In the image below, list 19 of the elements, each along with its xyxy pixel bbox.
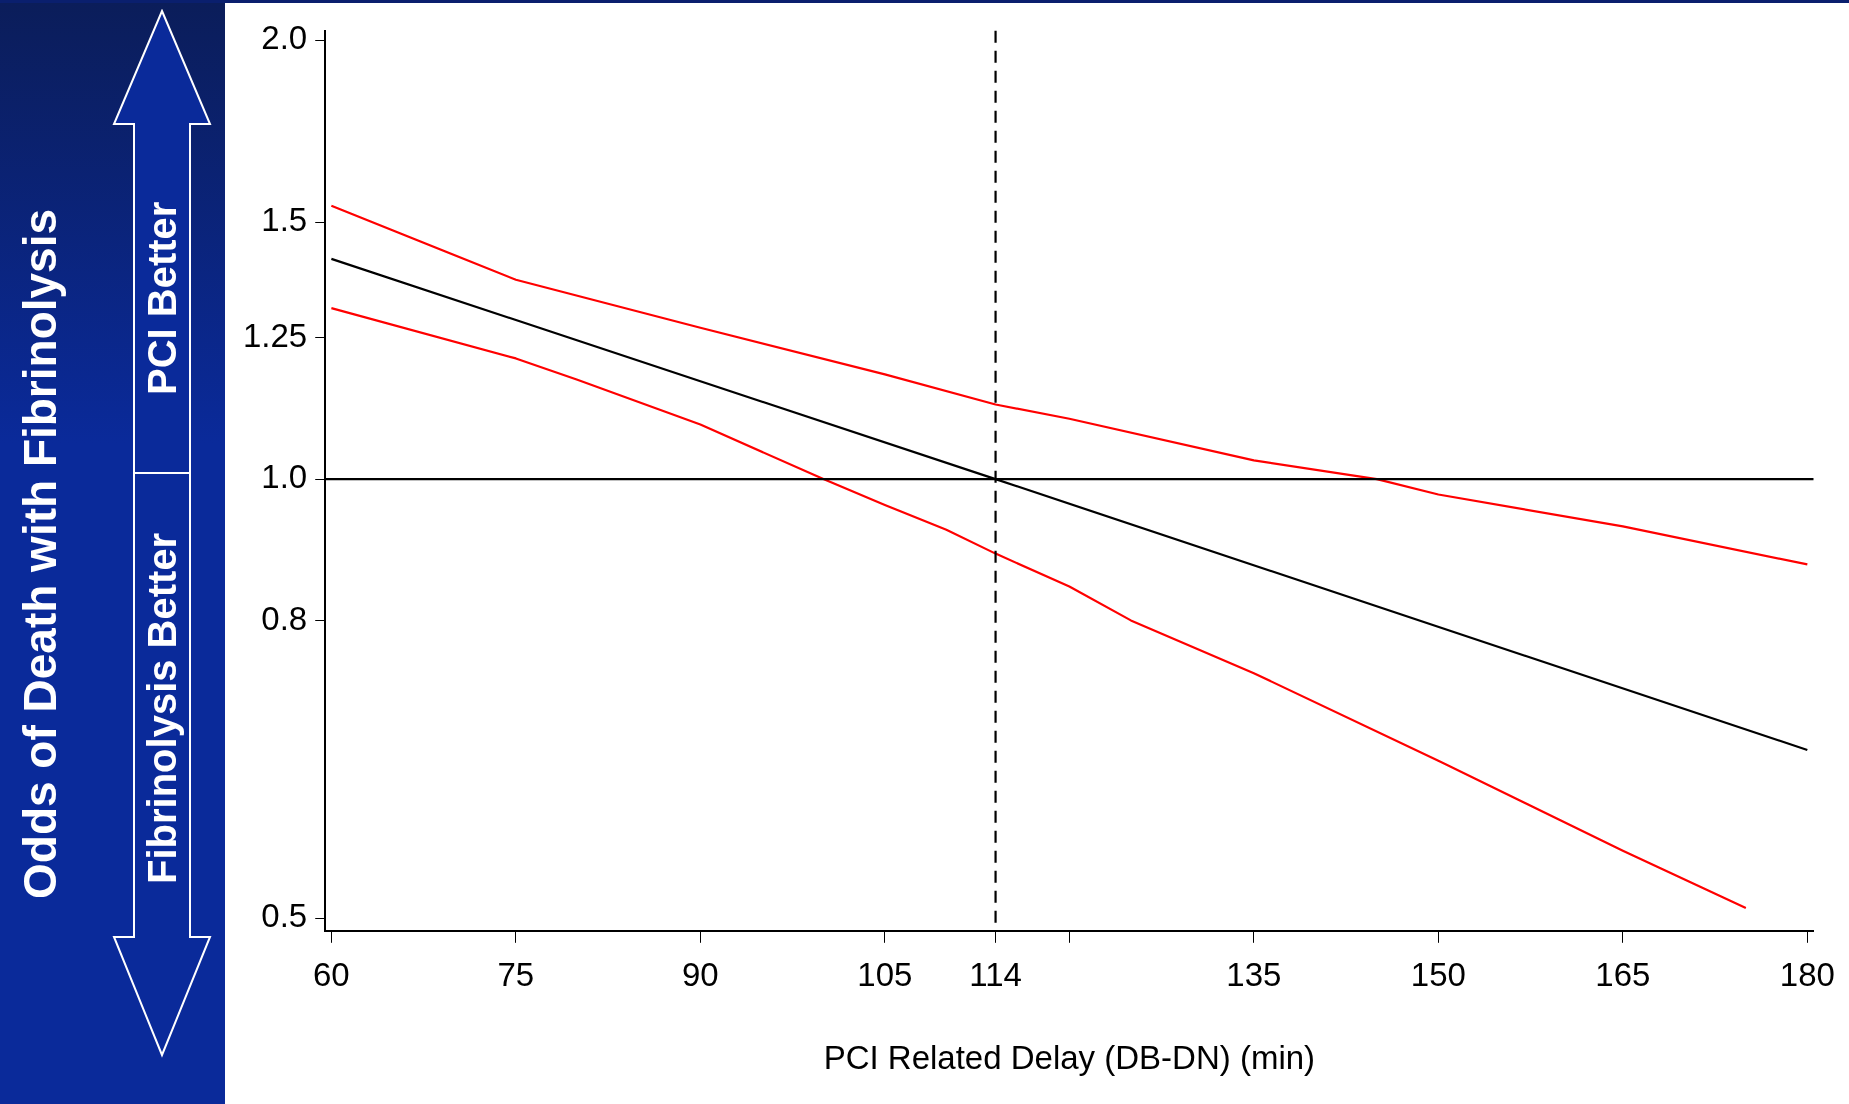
- text: PCI Better: [138, 200, 185, 397]
- x-tick-label: 180: [1779, 955, 1835, 993]
- x-tick-label: 105: [857, 955, 913, 993]
- y-tick-label: 1.0: [261, 458, 308, 496]
- x-tick-label: 150: [1410, 955, 1466, 993]
- y-tick-label: 1.25: [242, 316, 308, 354]
- x-tick-label: 135: [1226, 955, 1282, 993]
- x-tick-label: 60: [313, 955, 350, 993]
- y-tick-label: 1.5: [261, 201, 308, 239]
- y-tick-label: 2.0: [261, 19, 308, 57]
- y-tick-label: 0.8: [261, 599, 308, 637]
- text: Fibrinolysis Better: [138, 531, 185, 886]
- x-axis-title: PCI Related Delay (DB-DN) (min): [823, 1039, 1316, 1077]
- x-tick-label: 90: [682, 955, 719, 993]
- y-axis-title: Odds of Death with Fibrinolysis: [13, 207, 67, 901]
- x-tick-label: 114: [969, 955, 1022, 993]
- y-tick-label: 0.5: [261, 897, 308, 935]
- x-tick-label: 165: [1595, 955, 1651, 993]
- x-tick-label: 75: [497, 955, 535, 993]
